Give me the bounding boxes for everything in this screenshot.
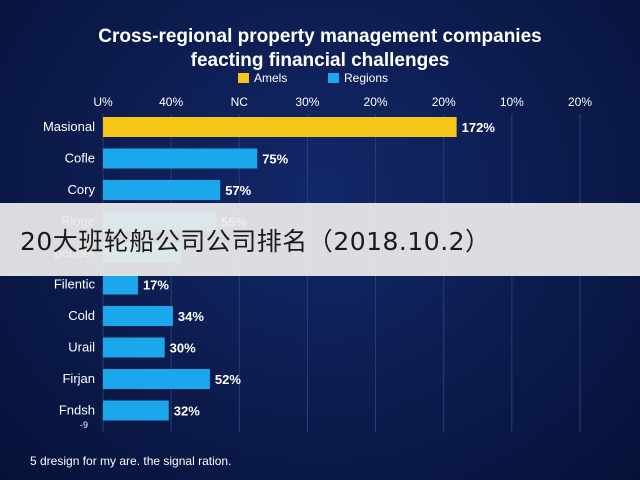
bar-1 bbox=[103, 148, 258, 169]
value-label-2: 57% bbox=[225, 183, 251, 198]
legend-swatch-1 bbox=[328, 73, 339, 83]
chart-title-line-2: feacting financial challenges bbox=[191, 50, 450, 71]
x-tick-label-3: 30% bbox=[295, 95, 319, 109]
trailing-tick: -9 bbox=[80, 420, 88, 430]
value-label-6: 34% bbox=[178, 309, 204, 324]
legend-label-0: Amels bbox=[254, 71, 287, 85]
category-label-5: Filentic bbox=[54, 277, 96, 292]
bar-7 bbox=[103, 337, 165, 358]
category-label-2: Cory bbox=[68, 182, 96, 197]
bar-0 bbox=[103, 117, 457, 137]
x-tick-label-4: 20% bbox=[364, 95, 388, 109]
bar-9 bbox=[103, 400, 169, 421]
x-tick-label-5: 20% bbox=[432, 95, 456, 109]
category-label-8: Firjan bbox=[62, 371, 95, 386]
legend-swatch-0 bbox=[238, 73, 249, 83]
x-tick-label-2: NC bbox=[231, 95, 249, 109]
caption-banner: 20大班轮船公司公司排名（2018.10.2） bbox=[0, 203, 640, 276]
bar-8 bbox=[103, 369, 210, 389]
bar-6 bbox=[103, 306, 173, 326]
caption-text: 20大班轮船公司公司排名（2018.10.2） bbox=[20, 226, 491, 256]
value-label-8: 52% bbox=[215, 372, 241, 387]
value-label-5: 17% bbox=[143, 278, 169, 293]
category-label-0: Masional bbox=[43, 119, 95, 134]
x-tick-label-0: U% bbox=[93, 95, 113, 109]
category-label-9: Fndsh bbox=[59, 403, 95, 418]
legend-label-1: Regions bbox=[344, 71, 388, 85]
value-label-9: 32% bbox=[174, 404, 200, 419]
footnote: 5 dresign for my are. the signal ration. bbox=[30, 454, 231, 468]
x-tick-label-1: 40% bbox=[159, 95, 183, 109]
category-label-6: Cold bbox=[68, 308, 95, 323]
bar-5 bbox=[103, 274, 138, 295]
chart-title-line-1: Cross-regional property management compa… bbox=[98, 26, 541, 47]
x-tick-label-7: 20% bbox=[568, 95, 592, 109]
value-label-7: 30% bbox=[170, 341, 196, 356]
x-tick-label-6: 10% bbox=[500, 95, 524, 109]
value-label-1: 75% bbox=[262, 152, 288, 167]
bar-2 bbox=[103, 180, 221, 200]
category-label-7: Urail bbox=[68, 340, 95, 355]
value-label-0: 172% bbox=[462, 120, 496, 135]
category-label-1: Cofle bbox=[65, 151, 95, 166]
